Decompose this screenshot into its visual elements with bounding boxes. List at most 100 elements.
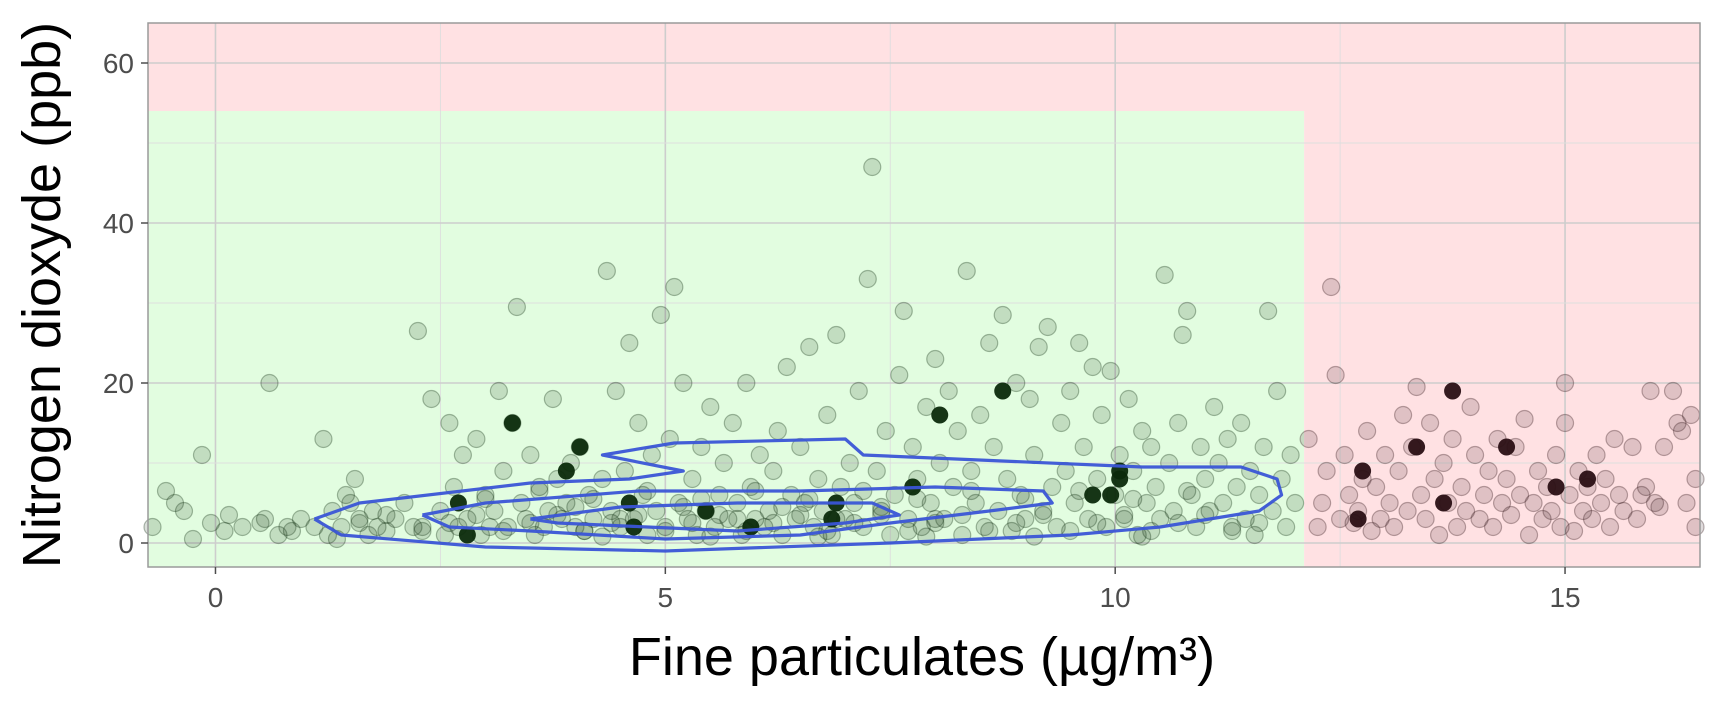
data-point bbox=[1061, 381, 1080, 401]
data-point bbox=[1425, 469, 1444, 489]
data-point bbox=[1528, 461, 1548, 481]
data-point bbox=[1668, 413, 1687, 433]
data-point bbox=[1223, 517, 1242, 537]
data-point bbox=[1560, 485, 1579, 505]
plot-frame bbox=[147, 22, 1701, 568]
data-point bbox=[737, 373, 756, 393]
data-point bbox=[1587, 445, 1606, 465]
data-point bbox=[1164, 501, 1183, 521]
data-point bbox=[1600, 517, 1620, 537]
data-point bbox=[1645, 493, 1665, 513]
data-point bbox=[1672, 421, 1692, 441]
data-point bbox=[723, 413, 742, 433]
data-point-emphasized bbox=[1354, 462, 1372, 480]
data-point bbox=[1124, 489, 1143, 509]
data-point bbox=[620, 333, 639, 353]
data-point bbox=[1313, 493, 1332, 513]
data-point bbox=[764, 461, 783, 481]
data-point bbox=[1061, 521, 1080, 541]
data-point bbox=[467, 429, 486, 449]
data-point bbox=[1065, 493, 1084, 513]
data-point bbox=[336, 485, 356, 505]
data-point-emphasized bbox=[931, 406, 949, 424]
data-point bbox=[440, 413, 459, 433]
y-axis: 0 20 40 60 bbox=[103, 48, 148, 559]
data-point bbox=[984, 437, 1003, 457]
data-point-emphasized bbox=[1444, 382, 1462, 400]
data-point bbox=[894, 301, 913, 321]
data-point bbox=[1088, 469, 1107, 489]
data-point bbox=[1020, 389, 1039, 409]
data-point bbox=[1110, 445, 1129, 465]
data-point bbox=[800, 337, 819, 357]
data-point bbox=[656, 521, 675, 541]
y-tick-label: 20 bbox=[103, 368, 134, 399]
x-tick-label: 15 bbox=[1549, 582, 1580, 613]
data-point bbox=[408, 321, 428, 341]
data-point bbox=[1308, 517, 1327, 537]
data-point bbox=[818, 405, 837, 425]
data-point-emphasized bbox=[1498, 438, 1516, 456]
data-point bbox=[899, 521, 918, 541]
data-point bbox=[1632, 485, 1651, 505]
data-point bbox=[1483, 517, 1503, 537]
data-point bbox=[1299, 429, 1318, 449]
data-point bbox=[1079, 509, 1098, 529]
data-point bbox=[557, 493, 576, 513]
data-point bbox=[1479, 461, 1498, 481]
x-axis-title: Fine particulates (µg/m³) bbox=[629, 627, 1215, 687]
data-point bbox=[1641, 381, 1660, 401]
data-point bbox=[1016, 509, 1035, 529]
y-tick-label: 40 bbox=[103, 208, 134, 239]
data-point bbox=[777, 357, 796, 377]
data-point bbox=[1452, 477, 1471, 497]
data-point bbox=[1115, 505, 1134, 525]
data-point bbox=[1331, 509, 1350, 529]
data-point bbox=[489, 381, 508, 401]
data-point bbox=[1052, 413, 1071, 433]
data-point bbox=[1465, 445, 1485, 465]
data-point bbox=[1686, 517, 1705, 537]
data-point bbox=[1358, 421, 1377, 441]
data-point bbox=[1133, 421, 1152, 441]
data-point bbox=[948, 421, 967, 441]
data-point bbox=[165, 493, 185, 513]
data-point bbox=[201, 513, 221, 533]
data-point bbox=[1223, 521, 1242, 541]
data-point bbox=[611, 509, 630, 529]
data-point bbox=[494, 461, 513, 481]
data-point bbox=[1573, 501, 1593, 521]
data-point bbox=[1663, 381, 1683, 401]
data-point bbox=[1519, 525, 1539, 545]
data-point bbox=[1376, 445, 1395, 465]
data-point bbox=[849, 381, 868, 401]
data-point bbox=[863, 157, 882, 177]
data-point bbox=[1614, 501, 1633, 521]
data-point bbox=[1205, 397, 1224, 417]
data-point bbox=[255, 509, 275, 529]
data-point bbox=[1191, 437, 1210, 457]
data-point bbox=[1389, 461, 1408, 481]
data-point bbox=[1443, 429, 1462, 449]
data-point bbox=[291, 509, 311, 529]
data-point bbox=[1250, 513, 1269, 533]
data-point bbox=[1092, 405, 1111, 425]
data-point bbox=[1142, 437, 1161, 457]
data-point bbox=[1677, 493, 1696, 513]
density-contour-2 bbox=[530, 501, 901, 533]
data-point bbox=[1160, 453, 1179, 473]
data-point bbox=[413, 517, 432, 537]
data-point bbox=[1218, 429, 1237, 449]
data-point bbox=[971, 405, 990, 425]
data-point bbox=[314, 429, 333, 449]
data-point bbox=[615, 461, 634, 481]
data-point bbox=[1281, 445, 1300, 465]
data-point bbox=[750, 445, 769, 465]
data-point bbox=[881, 525, 900, 545]
data-point bbox=[278, 517, 297, 537]
data-point-emphasized bbox=[557, 462, 575, 480]
data-point bbox=[1470, 509, 1489, 529]
data-point-emphasized bbox=[1435, 494, 1453, 512]
data-point bbox=[683, 469, 702, 489]
data-point bbox=[1623, 437, 1642, 457]
